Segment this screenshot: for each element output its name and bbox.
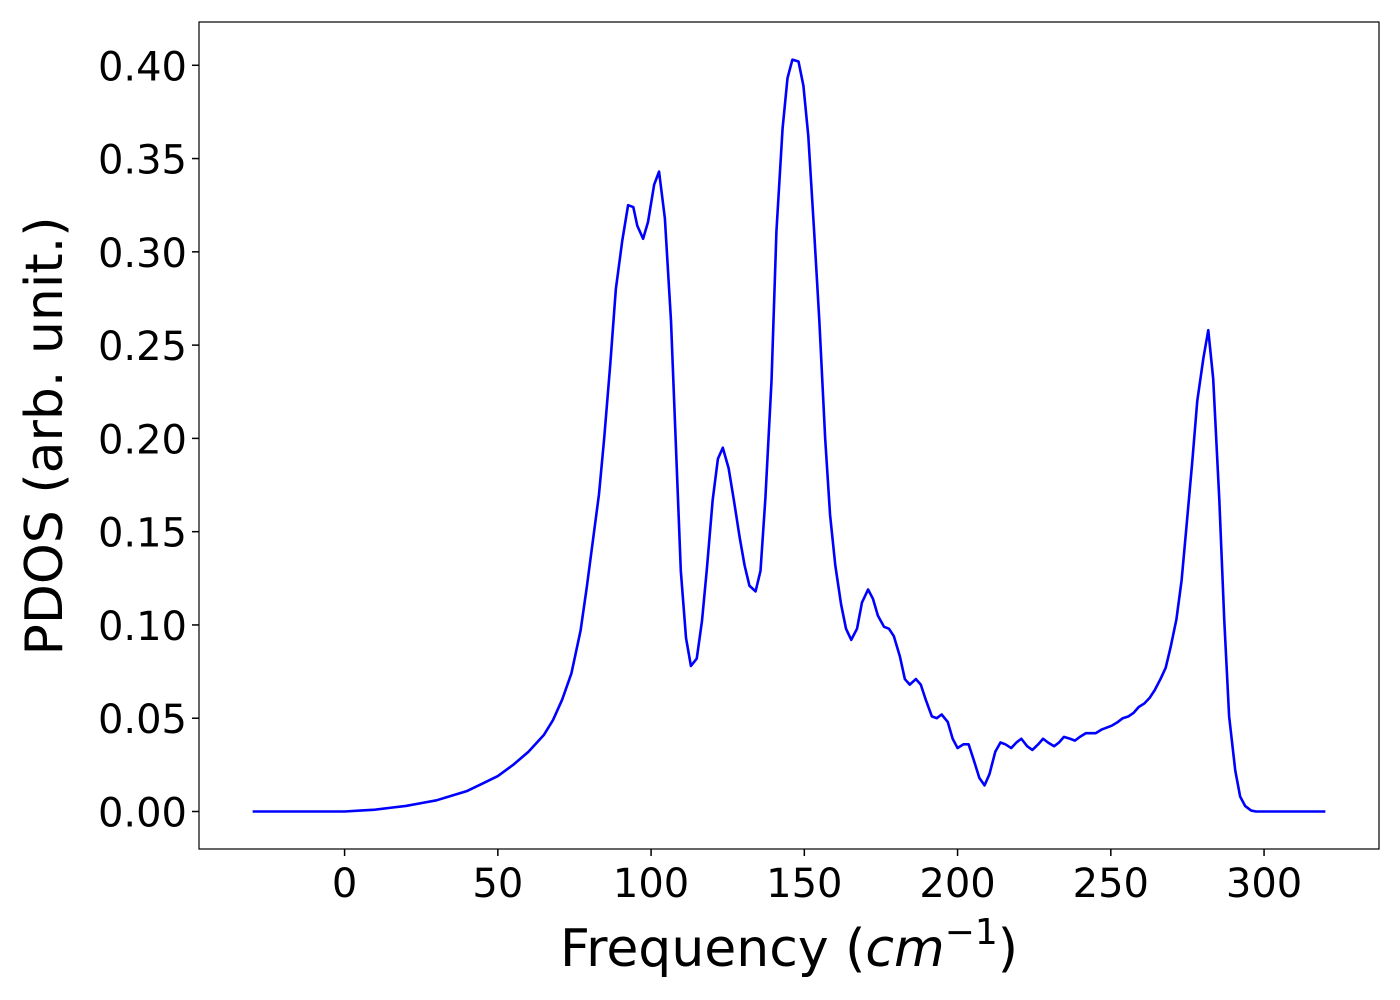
y-tick-label: 0.30	[98, 231, 187, 277]
plot-frame	[198, 21, 1380, 850]
x-label-close: )	[998, 919, 1018, 979]
x-label-exponent: −1	[945, 912, 998, 953]
x-tick-label: 250	[1073, 861, 1149, 907]
y-axis-label: PDOS (arb. unit.)	[15, 216, 75, 655]
y-tick-label: 0.15	[98, 511, 187, 557]
y-tick-label: 0.35	[98, 138, 187, 184]
y-tick-label: 0.10	[98, 604, 187, 650]
x-label-text: Frequency (	[560, 919, 865, 979]
x-tick-label: 200	[919, 861, 995, 907]
y-tick-label: 0.40	[98, 44, 187, 90]
x-tick-label: 50	[472, 861, 523, 907]
y-tick-label: 0.25	[98, 324, 187, 370]
x-tick-label: 100	[613, 861, 689, 907]
x-tick-label: 150	[766, 861, 842, 907]
y-tick-label: 0.20	[98, 417, 187, 463]
x-tick-label: 300	[1226, 861, 1302, 907]
x-axis-label: Frequency (cm−1)	[560, 912, 1018, 979]
line	[252, 58, 1326, 813]
y-tick-label: 0.05	[98, 697, 187, 743]
x-label-unit: cm	[865, 919, 944, 979]
y-tick-label: 0.00	[98, 791, 187, 837]
x-tick-label: 0	[332, 861, 357, 907]
